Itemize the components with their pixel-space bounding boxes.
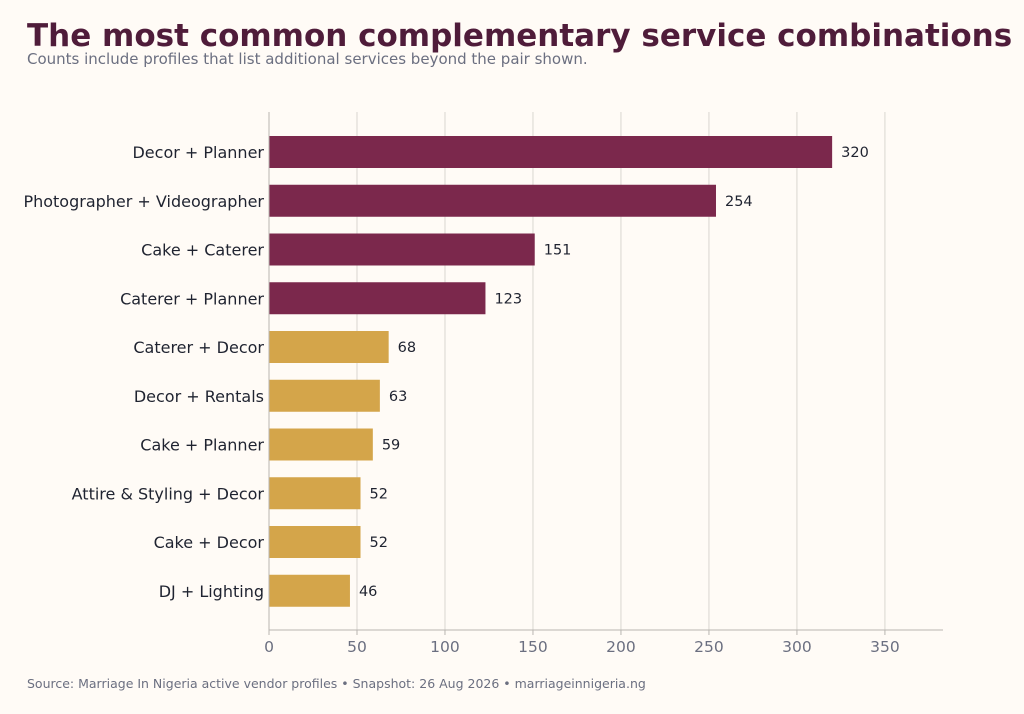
bar bbox=[269, 282, 486, 315]
x-tick-label: 250 bbox=[694, 638, 724, 656]
category-label: Cake + Planner bbox=[140, 436, 264, 455]
value-label: 123 bbox=[494, 291, 522, 307]
bar bbox=[269, 331, 389, 363]
chart-title: The most common complementary service co… bbox=[27, 18, 1013, 54]
x-tick-label: 200 bbox=[606, 638, 636, 656]
bar bbox=[269, 379, 380, 412]
source-note: Source: Marriage In Nigeria active vendo… bbox=[27, 676, 646, 691]
value-label: 52 bbox=[370, 535, 388, 551]
category-label: Cake + Decor bbox=[154, 533, 265, 552]
value-label: 52 bbox=[370, 486, 388, 502]
labels: Decor + Planner 320 Photographer + Videogr… bbox=[23, 143, 868, 601]
category-label: Cake + Caterer bbox=[141, 241, 264, 260]
value-label: 46 bbox=[359, 584, 377, 600]
x-tick-label: 0 bbox=[264, 638, 274, 656]
bar bbox=[269, 477, 361, 510]
bar bbox=[269, 233, 535, 266]
x-tick-label: 50 bbox=[347, 638, 367, 656]
value-label: 59 bbox=[382, 438, 400, 454]
bar bbox=[269, 526, 361, 558]
category-label: Caterer + Planner bbox=[120, 289, 264, 308]
bar bbox=[269, 428, 373, 461]
bar bbox=[269, 184, 716, 217]
category-label: Attire & Styling + Decor bbox=[72, 484, 265, 503]
x-axis: 0 50 100 150 200 250 300 350 bbox=[264, 112, 943, 656]
chart-subtitle: Counts include profiles that list additi… bbox=[27, 50, 588, 68]
category-label: Decor + Planner bbox=[132, 143, 264, 162]
category-label: DJ + Lighting bbox=[159, 582, 264, 601]
bars bbox=[269, 136, 833, 607]
value-label: 68 bbox=[398, 340, 416, 356]
category-label: Caterer + Decor bbox=[133, 338, 264, 357]
x-tick-label: 100 bbox=[430, 638, 460, 656]
value-label: 320 bbox=[841, 145, 869, 161]
value-label: 63 bbox=[389, 389, 407, 405]
bar bbox=[269, 136, 833, 168]
x-tick-label: 300 bbox=[782, 638, 812, 656]
x-tick-label: 350 bbox=[870, 638, 900, 656]
x-tick-label: 150 bbox=[518, 638, 548, 656]
bar bbox=[269, 574, 350, 607]
category-label: Photographer + Videographer bbox=[23, 192, 264, 211]
value-label: 151 bbox=[544, 243, 572, 259]
category-label: Decor + Rentals bbox=[134, 387, 264, 406]
value-label: 254 bbox=[725, 194, 753, 210]
